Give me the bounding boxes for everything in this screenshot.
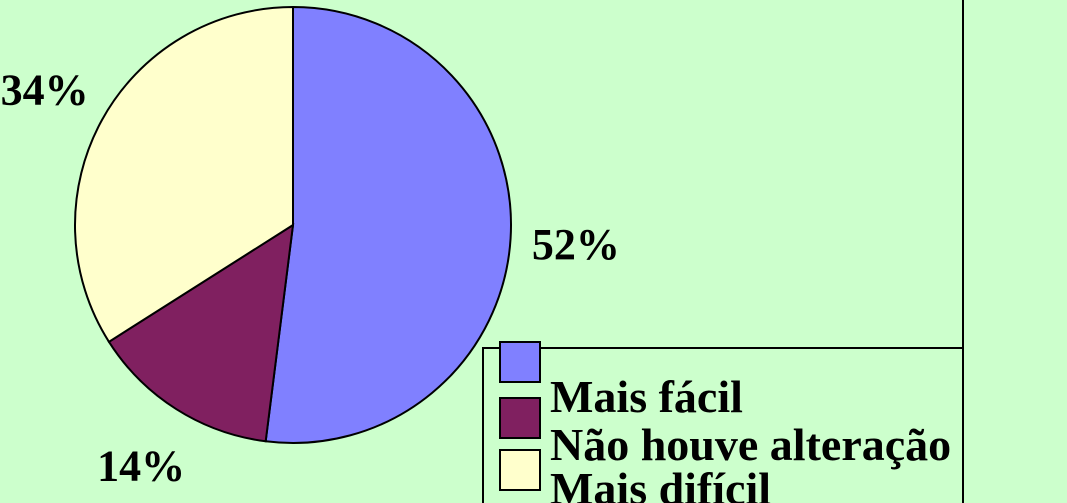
data-label: 14% — [97, 441, 185, 490]
legend-swatch — [499, 397, 541, 439]
data-label: 52% — [532, 220, 620, 269]
legend-swatch — [499, 341, 541, 383]
legend-label: Mais fácil — [550, 371, 743, 422]
legend-swatch — [499, 449, 541, 491]
pie-slice — [107, 223, 295, 443]
data-label: 34% — [1, 65, 89, 114]
legend-label: Mais difícil — [550, 463, 771, 503]
pie-slice — [74, 5, 294, 344]
legend-label: Não houve alteração — [550, 419, 951, 470]
pie-slice — [264, 5, 512, 444]
legend-box — [482, 347, 964, 503]
